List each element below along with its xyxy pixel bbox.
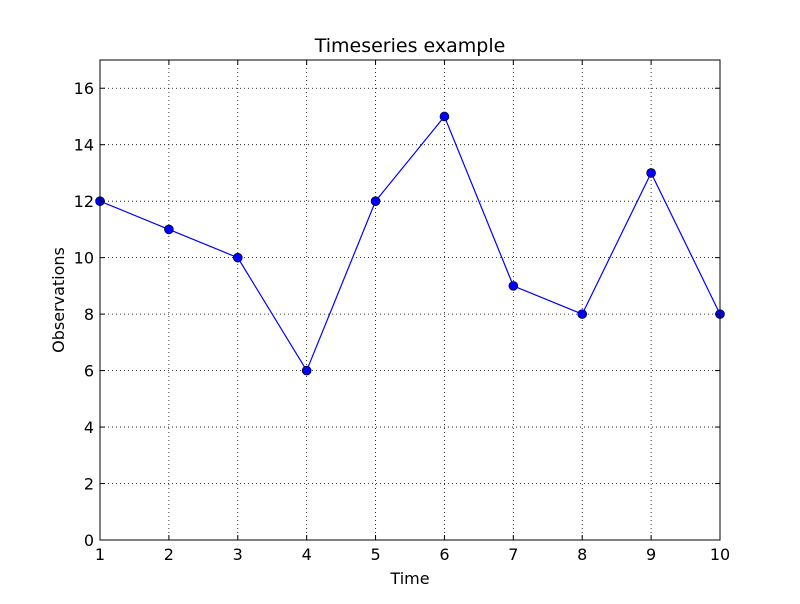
x-tick-label: 3 [233, 545, 243, 564]
y-tick-label: 12 [74, 192, 94, 211]
y-tick-label: 14 [74, 136, 94, 155]
x-tick-label: 8 [577, 545, 587, 564]
chart-title: Timeseries example [314, 35, 506, 57]
plot-frame [99, 59, 721, 541]
data-point [301, 365, 312, 376]
y-tick-label: 6 [84, 362, 94, 381]
data-point [577, 309, 588, 319]
y-tick-label: 16 [74, 79, 94, 98]
x-tick-label: 2 [164, 545, 174, 564]
data-point [232, 252, 243, 263]
x-tick-label: 6 [439, 545, 449, 564]
data-point [646, 168, 656, 178]
data-point [508, 281, 519, 291]
x-tick-label: 4 [302, 545, 312, 564]
y-tick-label: 10 [74, 249, 94, 268]
y-tick-label: 4 [84, 418, 94, 437]
x-axis-title: Time [389, 569, 429, 588]
series-layer [95, 111, 725, 376]
x-tick-label: 10 [710, 545, 730, 564]
x-tick-label: 5 [370, 545, 380, 564]
data-point [164, 224, 174, 235]
y-tick-label: 2 [84, 475, 94, 494]
data-point [370, 196, 381, 206]
series-line [99, 115, 721, 372]
y-tick-label: 0 [84, 531, 94, 550]
x-tick-label: 1 [95, 545, 105, 564]
x-tick-label: 7 [508, 545, 518, 564]
y-tick-label: 8 [84, 305, 94, 324]
x-tick-label: 9 [646, 545, 656, 564]
grid-layer [99, 60, 721, 541]
data-point [439, 111, 450, 122]
y-axis-title: Observations [49, 247, 68, 353]
